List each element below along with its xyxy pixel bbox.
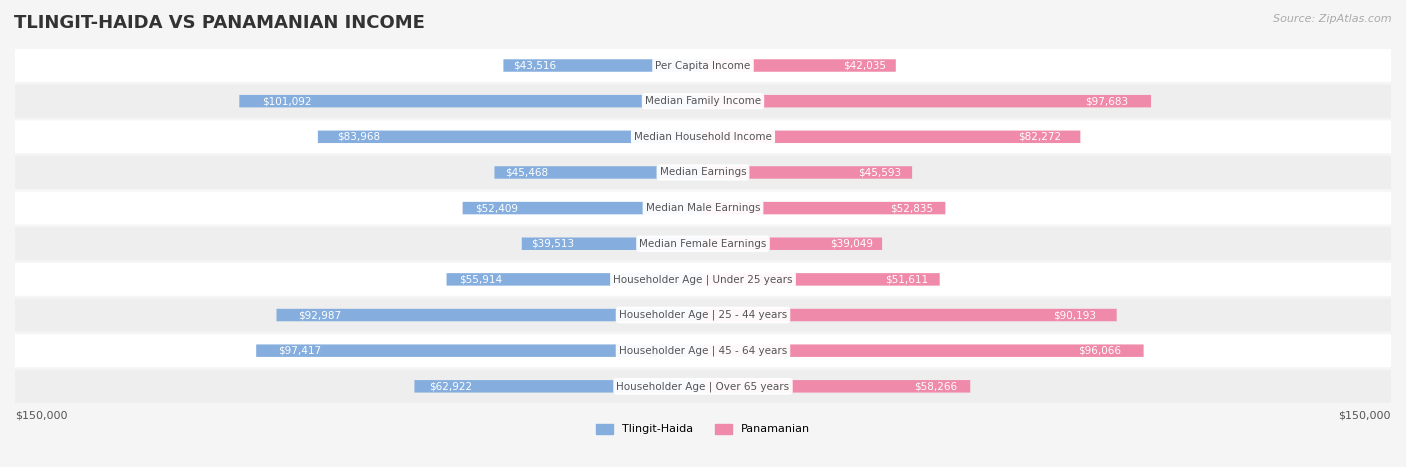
Text: $39,049: $39,049 <box>830 239 873 249</box>
FancyBboxPatch shape <box>447 273 703 286</box>
Text: $45,468: $45,468 <box>505 168 548 177</box>
FancyBboxPatch shape <box>415 380 703 393</box>
FancyBboxPatch shape <box>495 166 703 179</box>
Text: Source: ZipAtlas.com: Source: ZipAtlas.com <box>1274 14 1392 24</box>
FancyBboxPatch shape <box>522 238 703 250</box>
Text: $101,092: $101,092 <box>263 96 312 106</box>
Text: $150,000: $150,000 <box>1339 410 1391 420</box>
Text: Median Earnings: Median Earnings <box>659 168 747 177</box>
Text: $43,516: $43,516 <box>513 61 557 71</box>
FancyBboxPatch shape <box>15 263 1391 296</box>
FancyBboxPatch shape <box>703 273 939 286</box>
Text: $55,914: $55,914 <box>460 275 502 284</box>
Text: Householder Age | Under 25 years: Householder Age | Under 25 years <box>613 274 793 285</box>
FancyBboxPatch shape <box>15 85 1391 118</box>
Text: $83,968: $83,968 <box>337 132 380 142</box>
Text: $150,000: $150,000 <box>15 410 67 420</box>
FancyBboxPatch shape <box>277 309 703 321</box>
FancyBboxPatch shape <box>15 120 1391 153</box>
Text: Householder Age | 45 - 64 years: Householder Age | 45 - 64 years <box>619 346 787 356</box>
FancyBboxPatch shape <box>318 131 703 143</box>
FancyBboxPatch shape <box>15 370 1391 403</box>
Legend: Tlingit-Haida, Panamanian: Tlingit-Haida, Panamanian <box>592 419 814 439</box>
FancyBboxPatch shape <box>503 59 703 72</box>
Text: Median Female Earnings: Median Female Earnings <box>640 239 766 249</box>
FancyBboxPatch shape <box>256 345 703 357</box>
FancyBboxPatch shape <box>463 202 703 214</box>
Text: Per Capita Income: Per Capita Income <box>655 61 751 71</box>
Text: $51,611: $51,611 <box>884 275 928 284</box>
Text: $39,513: $39,513 <box>531 239 574 249</box>
FancyBboxPatch shape <box>703 238 882 250</box>
Text: $92,987: $92,987 <box>298 310 340 320</box>
Text: $97,683: $97,683 <box>1085 96 1129 106</box>
Text: Median Family Income: Median Family Income <box>645 96 761 106</box>
FancyBboxPatch shape <box>239 95 703 107</box>
Text: $96,066: $96,066 <box>1078 346 1122 356</box>
Text: $45,593: $45,593 <box>859 168 901 177</box>
Text: $97,417: $97,417 <box>278 346 322 356</box>
FancyBboxPatch shape <box>703 345 1143 357</box>
Text: $58,266: $58,266 <box>914 382 957 391</box>
FancyBboxPatch shape <box>15 49 1391 82</box>
Text: $52,835: $52,835 <box>890 203 934 213</box>
Text: Householder Age | Over 65 years: Householder Age | Over 65 years <box>616 381 790 391</box>
Text: TLINGIT-HAIDA VS PANAMANIAN INCOME: TLINGIT-HAIDA VS PANAMANIAN INCOME <box>14 14 425 32</box>
Text: $82,272: $82,272 <box>1018 132 1062 142</box>
Text: $62,922: $62,922 <box>429 382 472 391</box>
FancyBboxPatch shape <box>703 95 1152 107</box>
FancyBboxPatch shape <box>703 131 1080 143</box>
Text: $42,035: $42,035 <box>844 61 886 71</box>
FancyBboxPatch shape <box>15 191 1391 225</box>
FancyBboxPatch shape <box>703 59 896 72</box>
FancyBboxPatch shape <box>15 334 1391 367</box>
Text: Median Male Earnings: Median Male Earnings <box>645 203 761 213</box>
Text: Median Household Income: Median Household Income <box>634 132 772 142</box>
FancyBboxPatch shape <box>703 202 945 214</box>
FancyBboxPatch shape <box>15 156 1391 189</box>
FancyBboxPatch shape <box>15 298 1391 332</box>
FancyBboxPatch shape <box>703 380 970 393</box>
FancyBboxPatch shape <box>703 309 1116 321</box>
Text: $52,409: $52,409 <box>475 203 517 213</box>
Text: $90,193: $90,193 <box>1053 310 1097 320</box>
FancyBboxPatch shape <box>703 166 912 179</box>
FancyBboxPatch shape <box>15 227 1391 260</box>
Text: Householder Age | 25 - 44 years: Householder Age | 25 - 44 years <box>619 310 787 320</box>
